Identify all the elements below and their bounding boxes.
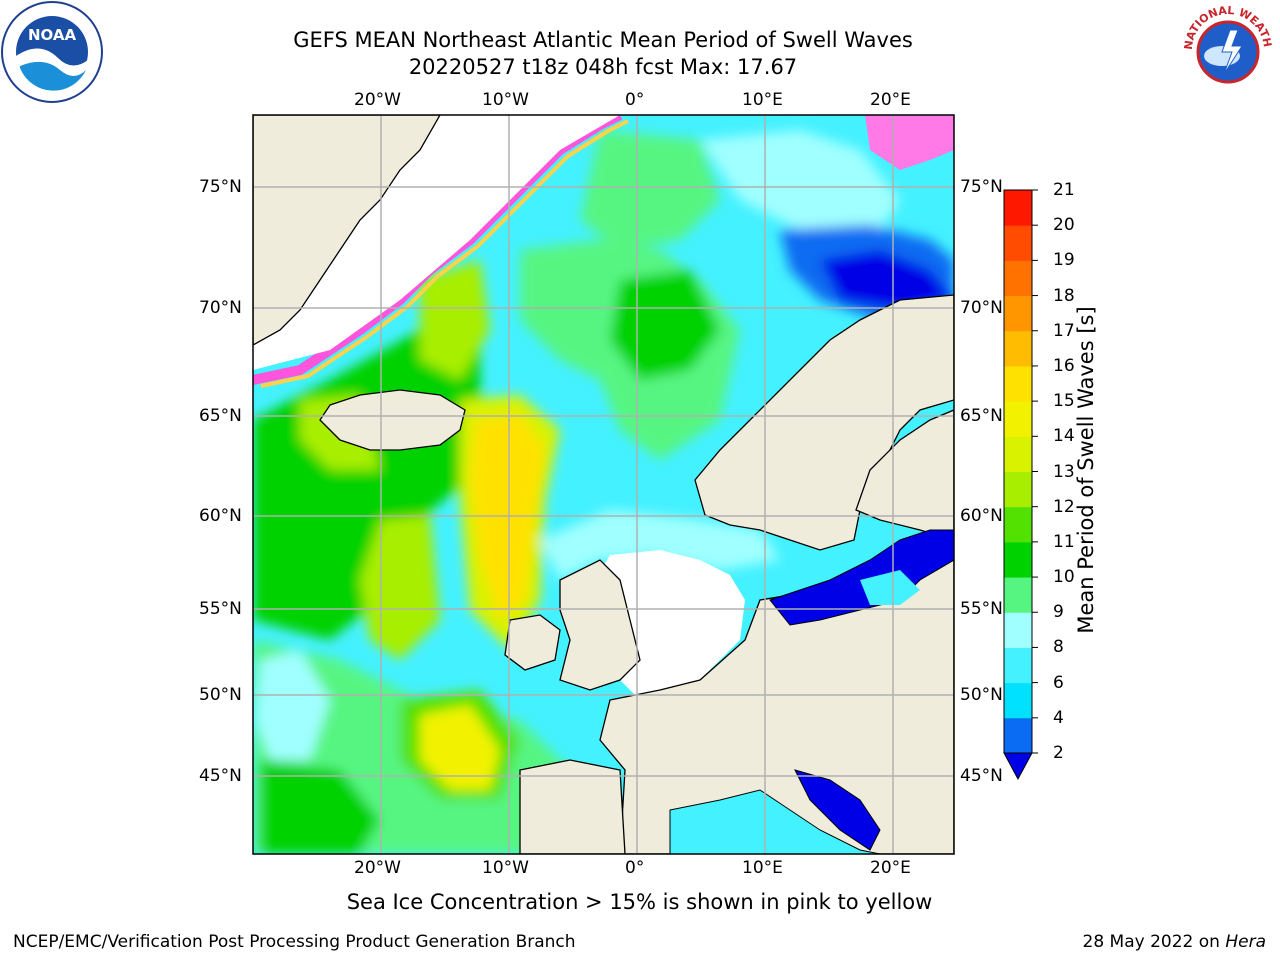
- colorbar-tick-label: 20: [1053, 215, 1075, 236]
- colorbar-segment: [1004, 190, 1032, 226]
- colorbar-tick-label: 4: [1053, 707, 1064, 728]
- colorbar-tick-label: 16: [1053, 355, 1075, 376]
- colorbar-segment: [1004, 295, 1032, 332]
- colorbar-segment: [1004, 260, 1032, 297]
- lat-tick-right: 45°N: [960, 766, 1003, 786]
- colorbar-segment: [1004, 541, 1032, 578]
- land: [253, 115, 954, 854]
- lat-tick-right: 60°N: [960, 506, 1003, 526]
- colorbar: [1003, 189, 1038, 781]
- colorbar-tick-label: 2: [1053, 743, 1064, 763]
- noaa-logo: NOAA: [1, 1, 103, 103]
- lat-tick-right: 75°N: [960, 177, 1003, 197]
- lat-tick-left: 60°N: [199, 506, 242, 526]
- colorbar-tick-label: 19: [1053, 250, 1075, 271]
- map-frame: [252, 114, 955, 855]
- colorbar-segment: [1004, 365, 1032, 402]
- lon-tick-top: 10°W: [482, 90, 529, 110]
- lat-tick-left: 45°N: [199, 766, 242, 786]
- colorbar-segment: [1004, 577, 1032, 613]
- colorbar-extend-arrow: [1003, 752, 1033, 781]
- colorbar-segment: [1004, 401, 1032, 437]
- colorbar-segment: [1004, 682, 1032, 719]
- colorbar-tick-label: 13: [1053, 461, 1075, 482]
- colorbar-tick-label: 12: [1053, 496, 1075, 517]
- lat-tick-left: 65°N: [199, 406, 242, 426]
- lon-tick-top: 10°E: [742, 90, 783, 110]
- lon-tick-bottom: 10°W: [482, 858, 529, 878]
- colorbar-tick-label: 6: [1053, 672, 1064, 693]
- lon-tick-bottom: 20°W: [354, 858, 401, 878]
- lat-tick-right: 70°N: [960, 298, 1003, 318]
- colorbar-segment: [1004, 647, 1032, 684]
- colorbar-segment: [1004, 471, 1032, 508]
- lat-tick-left: 50°N: [199, 685, 242, 705]
- colorbar-tick-label: 17: [1053, 320, 1075, 341]
- colorbar-tick-label: 18: [1053, 285, 1075, 306]
- footer-credit: NCEP/EMC/Verification Post Processing Pr…: [13, 932, 576, 952]
- svg-text:NOAA: NOAA: [28, 26, 77, 44]
- colorbar-tick-label: 10: [1053, 567, 1075, 588]
- lon-tick-bottom: 0°: [625, 858, 645, 878]
- inland-seas: [669, 529, 954, 854]
- colorbar-segment: [1004, 717, 1032, 754]
- lat-tick-left: 55°N: [199, 599, 242, 619]
- plot-title: GEFS MEAN Northeast Atlantic Mean Period…: [293, 28, 913, 52]
- colorbar-segment: [1004, 225, 1032, 261]
- lon-tick-top: 0°: [625, 90, 645, 110]
- colorbar-tick-label: 14: [1053, 426, 1075, 447]
- colorbar-tick-label: 21: [1053, 180, 1075, 200]
- lat-tick-left: 70°N: [199, 298, 242, 318]
- lon-tick-top: 20°E: [870, 90, 911, 110]
- footer-host: Hera: [1225, 932, 1266, 952]
- lon-tick-bottom: 20°E: [870, 858, 911, 878]
- lat-tick-left: 75°N: [199, 177, 242, 197]
- colorbar-tick-label: 15: [1053, 391, 1075, 412]
- colorbar-tick-label: 9: [1053, 602, 1064, 623]
- colorbar-segment: [1004, 436, 1032, 472]
- plot-subtitle: 20220527 t18z 048h fcst Max: 17.67: [408, 55, 798, 79]
- lon-tick-bottom: 10°E: [742, 858, 783, 878]
- colorbar-segment: [1004, 612, 1032, 648]
- lat-tick-right: 65°N: [960, 406, 1003, 426]
- colorbar-tick-label: 8: [1053, 637, 1064, 658]
- colorbar-segment: [1004, 506, 1032, 543]
- lat-tick-right: 55°N: [960, 599, 1003, 619]
- sea-ice-note: Sea Ice Concentration > 15% is shown in …: [346, 890, 933, 914]
- colorbar-tick-label: 11: [1053, 531, 1075, 552]
- map-grid: [253, 115, 954, 854]
- colorbar-segment: [1004, 330, 1032, 367]
- lon-tick-top: 20°W: [354, 90, 401, 110]
- lat-tick-right: 50°N: [960, 685, 1003, 705]
- footer-date: 28 May 2022 on Hera: [1082, 932, 1267, 952]
- nws-logo: NATIONAL WEATHER SERVICE: [1178, 0, 1276, 98]
